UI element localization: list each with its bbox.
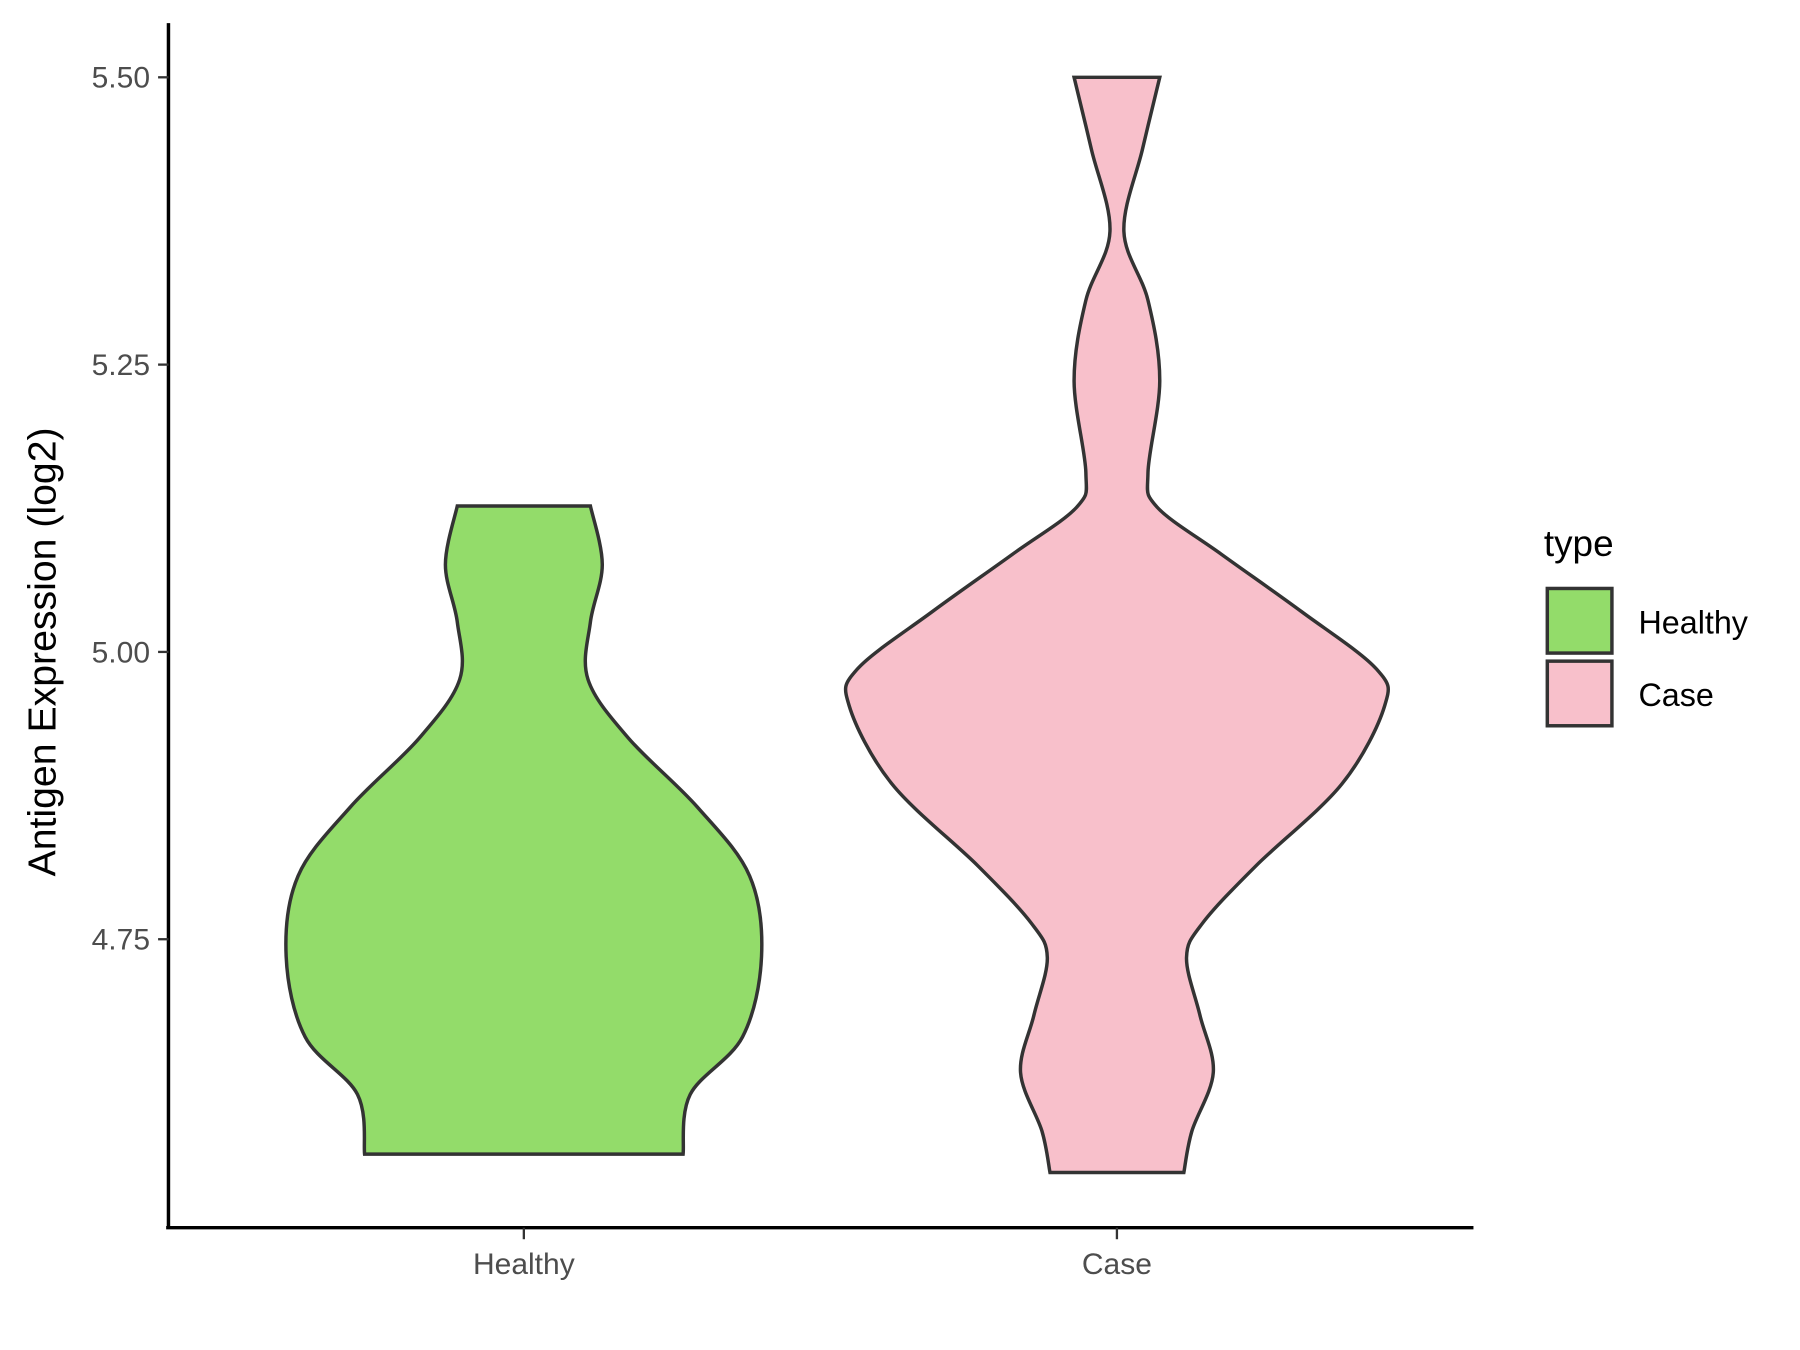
legend-key-healthy	[1545, 586, 1614, 655]
x-ticks: Healthy Case	[473, 1227, 1152, 1281]
y-tick-label: 4.75	[92, 924, 150, 957]
x-tick-label: Healthy	[473, 1248, 575, 1281]
legend-key-case	[1545, 659, 1614, 728]
legend-label-healthy: Healthy	[1638, 604, 1748, 640]
y-tick-label: 5.50	[92, 62, 150, 95]
legend-title: type	[1544, 523, 1614, 564]
y-tick-label: 5.25	[92, 349, 150, 382]
violin-healthy	[284, 504, 764, 1156]
legend-label-case: Case	[1638, 677, 1713, 713]
x-tick-label: Case	[1082, 1248, 1152, 1281]
y-axis-label: Antigen Expression (log2)	[20, 427, 64, 876]
violins	[284, 75, 1390, 1175]
violin-case	[843, 75, 1390, 1175]
y-tick-label: 5.00	[92, 636, 150, 669]
legend: type Healthy Case	[1544, 523, 1749, 728]
y-ticks: 4.75 5.00 5.25 5.50	[92, 62, 169, 957]
